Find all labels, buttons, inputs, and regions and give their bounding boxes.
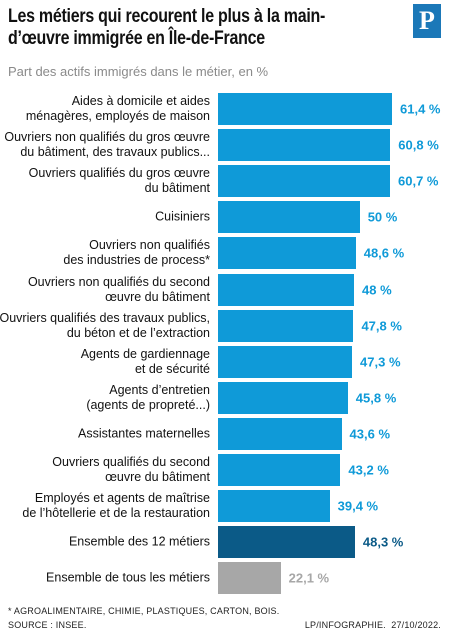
category-label: Ensemble des 12 métiers bbox=[68, 534, 210, 549]
value-label: 43,2 % bbox=[348, 462, 389, 478]
bar bbox=[218, 490, 330, 523]
category-label: Agents de gardiennage et de sécurité bbox=[80, 346, 210, 376]
value-label: 61,4 % bbox=[400, 101, 441, 117]
value-label: 50 % bbox=[367, 209, 398, 225]
category-label: Ouvriers qualifiés du second œuvre du bâ… bbox=[52, 455, 210, 484]
value-label: 45,8 % bbox=[355, 390, 397, 406]
bar bbox=[218, 417, 342, 450]
value-label: 47,8 % bbox=[361, 318, 402, 334]
category-label: Agents d’entretien (agents de propreté..… bbox=[86, 382, 210, 412]
bar bbox=[218, 93, 392, 125]
bar bbox=[218, 273, 355, 306]
category-label: Ouvriers non qualifiés des industries de… bbox=[63, 238, 210, 268]
value-label: 60,8 % bbox=[398, 137, 439, 153]
bar bbox=[218, 562, 281, 595]
category-label: Ouvriers non qualifiés du second œuvre d… bbox=[27, 274, 210, 304]
bar bbox=[218, 201, 360, 234]
category-label: Ouvriers qualifiés des travaux publics, … bbox=[0, 310, 210, 340]
value-label: 48 % bbox=[362, 282, 392, 297]
chart-subtitle: Part des actifs immigrés dans le métier,… bbox=[8, 64, 269, 79]
category-label: Assistantes maternelles bbox=[77, 426, 210, 441]
bar bbox=[218, 454, 341, 486]
value-label: 47,3 % bbox=[360, 354, 401, 370]
category-label: Employés et agents de maîtrise de l’hôte… bbox=[22, 491, 210, 521]
value-label: 43,6 % bbox=[349, 426, 391, 442]
value-label: 22,1 % bbox=[288, 570, 330, 586]
value-label: 60,7 % bbox=[398, 173, 439, 189]
source: SOURCE : INSEE. bbox=[8, 620, 87, 630]
category-label: Cuisiniers bbox=[155, 209, 210, 224]
category-label: Aides à domicile et aides ménagères, emp… bbox=[25, 94, 210, 123]
value-label: 48,3 % bbox=[362, 534, 404, 550]
logo: P bbox=[413, 4, 441, 38]
footnote: * AGROALIMENTAIRE, CHIMIE, PLASTIQUES, C… bbox=[8, 606, 280, 616]
category-label: Ouvriers non qualifiés du gros œuvre du … bbox=[4, 130, 210, 160]
value-label: 48,6 % bbox=[363, 245, 405, 261]
bar bbox=[218, 165, 391, 198]
bar bbox=[218, 237, 356, 270]
category-label: Ouvriers qualifiés du gros œuvre du bâti… bbox=[28, 166, 210, 196]
bar bbox=[218, 381, 348, 414]
category-label: Ensemble de tous les métiers bbox=[46, 570, 210, 585]
bar bbox=[218, 526, 355, 559]
chart-title: Les métiers qui recourent le plus à la m… bbox=[8, 6, 326, 49]
bar bbox=[218, 345, 353, 378]
bar bbox=[218, 129, 391, 162]
value-label: 39,4 % bbox=[337, 498, 379, 514]
bar bbox=[218, 309, 354, 342]
credit: LP/INFOGRAPHIE. 27/10/2022. bbox=[304, 620, 441, 630]
